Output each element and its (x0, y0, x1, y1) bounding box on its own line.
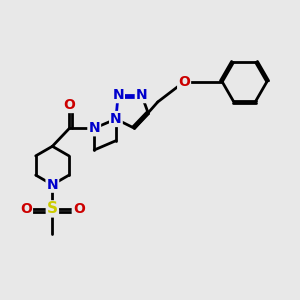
Text: N: N (110, 112, 122, 126)
Text: O: O (73, 202, 85, 216)
Text: O: O (178, 75, 190, 89)
Text: N: N (88, 121, 100, 135)
Text: N: N (112, 88, 124, 102)
Text: N: N (136, 88, 147, 102)
Text: S: S (47, 201, 58, 216)
Text: O: O (64, 98, 75, 112)
Text: N: N (46, 178, 58, 192)
Text: O: O (20, 202, 32, 216)
